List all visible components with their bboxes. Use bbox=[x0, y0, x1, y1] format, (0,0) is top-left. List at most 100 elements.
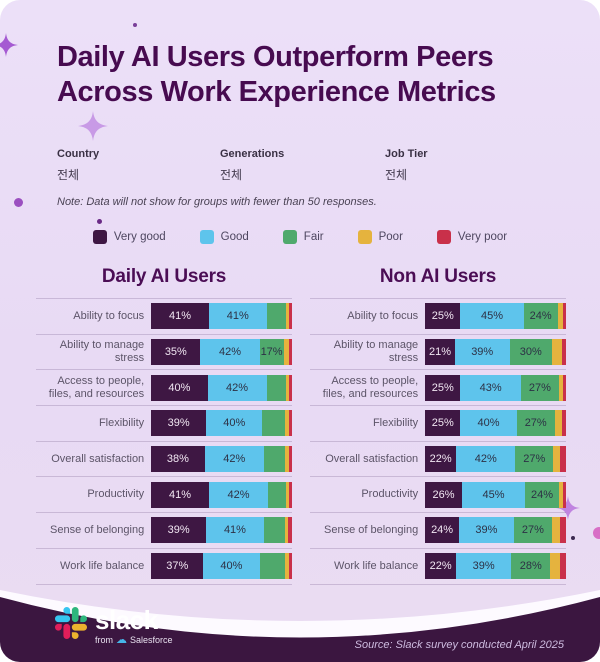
stacked-bar[interactable]: 25% 45% 24% bbox=[425, 303, 566, 330]
bar-segment-fair[interactable]: 27% bbox=[516, 410, 555, 437]
bar-segment-very-good[interactable]: 41% bbox=[151, 481, 209, 508]
bar-segment-fair[interactable]: 27% bbox=[515, 446, 554, 473]
filter-country[interactable]: Country 전체 bbox=[57, 148, 220, 183]
bar-segment-fair[interactable]: 24% bbox=[523, 303, 558, 330]
bar-segment-very-poor[interactable] bbox=[561, 410, 566, 437]
bar-segment-very-good[interactable]: 25% bbox=[425, 374, 461, 401]
stacked-bar[interactable]: 40% 42% bbox=[151, 374, 292, 401]
bar-segment-good[interactable]: 42% bbox=[204, 446, 264, 473]
stacked-bar[interactable]: 41% 42% bbox=[151, 481, 292, 508]
stacked-bar[interactable]: 41% 41% bbox=[151, 303, 292, 330]
stacked-bar[interactable]: 35% 42% 17% bbox=[151, 339, 292, 366]
stacked-bar[interactable]: 22% 39% 28% bbox=[425, 553, 566, 580]
stacked-bar[interactable]: 25% 43% 27% bbox=[425, 374, 566, 401]
bar-segment-very-poor[interactable] bbox=[563, 374, 566, 401]
bar-segment-fair[interactable]: 24% bbox=[525, 481, 559, 508]
stacked-bar[interactable]: 21% 39% 30% bbox=[425, 339, 566, 366]
bar-segment-good[interactable]: 41% bbox=[208, 303, 267, 330]
bar-segment-good[interactable]: 40% bbox=[460, 410, 517, 437]
bar-segment-poor[interactable] bbox=[286, 481, 290, 508]
stacked-bar[interactable]: 38% 42% bbox=[151, 446, 292, 473]
bar-segment-poor[interactable] bbox=[286, 303, 290, 330]
bar-segment-good[interactable]: 41% bbox=[206, 517, 264, 544]
bar-segment-very-poor[interactable] bbox=[287, 517, 292, 544]
bar-segment-very-good[interactable]: 40% bbox=[151, 374, 208, 401]
bar-segment-very-good[interactable]: 21% bbox=[425, 339, 455, 366]
bar-segment-poor[interactable] bbox=[284, 553, 290, 580]
stacked-bar[interactable]: 37% 40% bbox=[151, 553, 292, 580]
filter-value[interactable]: 전체 bbox=[385, 168, 408, 182]
bar-segment-poor[interactable] bbox=[558, 374, 564, 401]
bar-segment-good[interactable]: 45% bbox=[460, 303, 524, 330]
bar-segment-very-poor[interactable] bbox=[561, 339, 566, 366]
bar-segment-very-good[interactable]: 25% bbox=[425, 303, 461, 330]
filter-generations[interactable]: Generations 전체 bbox=[220, 148, 385, 183]
bar-segment-poor[interactable] bbox=[551, 517, 561, 544]
bar-segment-poor[interactable] bbox=[284, 446, 290, 473]
bar-segment-fair[interactable] bbox=[263, 517, 285, 544]
bar-segment-very-good[interactable]: 39% bbox=[151, 517, 207, 544]
stacked-bar[interactable]: 26% 45% 24% bbox=[425, 481, 566, 508]
bar-segment-good[interactable]: 45% bbox=[461, 481, 526, 508]
bar-segment-very-poor[interactable] bbox=[563, 481, 566, 508]
bar-segment-very-poor[interactable] bbox=[289, 303, 292, 330]
bar-segment-very-good[interactable]: 38% bbox=[151, 446, 205, 473]
bar-segment-very-good[interactable]: 25% bbox=[425, 410, 461, 437]
filter-value[interactable]: 전체 bbox=[220, 168, 243, 182]
bar-segment-good[interactable]: 39% bbox=[456, 553, 512, 580]
bar-segment-poor[interactable] bbox=[558, 481, 564, 508]
bar-segment-very-poor[interactable] bbox=[560, 517, 566, 544]
bar-segment-very-good[interactable]: 26% bbox=[425, 481, 462, 508]
bar-segment-good[interactable]: 40% bbox=[206, 410, 263, 437]
bar-segment-poor[interactable] bbox=[284, 517, 288, 544]
bar-segment-fair[interactable] bbox=[268, 481, 287, 508]
bar-segment-poor[interactable] bbox=[554, 410, 562, 437]
bar-segment-very-poor[interactable] bbox=[289, 553, 292, 580]
stacked-bar[interactable]: 24% 39% 27% bbox=[425, 517, 566, 544]
bar-segment-poor[interactable] bbox=[553, 446, 561, 473]
bar-segment-poor[interactable] bbox=[284, 410, 290, 437]
bar-segment-good[interactable]: 40% bbox=[203, 553, 260, 580]
bar-segment-good[interactable]: 42% bbox=[200, 339, 260, 366]
bar-segment-very-good[interactable]: 22% bbox=[425, 553, 457, 580]
bar-segment-poor[interactable] bbox=[551, 339, 562, 366]
bar-segment-very-poor[interactable] bbox=[289, 410, 292, 437]
bar-segment-fair[interactable] bbox=[263, 446, 285, 473]
bar-segment-very-poor[interactable] bbox=[289, 481, 292, 508]
bar-segment-very-poor[interactable] bbox=[289, 374, 292, 401]
bar-segment-poor[interactable] bbox=[550, 553, 561, 580]
bar-segment-very-good[interactable]: 24% bbox=[425, 517, 459, 544]
bar-segment-fair[interactable]: 28% bbox=[511, 553, 551, 580]
filter-value[interactable]: 전체 bbox=[57, 168, 80, 182]
bar-segment-fair[interactable] bbox=[266, 303, 287, 330]
stacked-bar[interactable]: 39% 41% bbox=[151, 517, 292, 544]
bar-segment-good[interactable]: 42% bbox=[207, 374, 267, 401]
bar-segment-fair[interactable]: 17% bbox=[259, 339, 284, 366]
bar-segment-very-good[interactable]: 22% bbox=[425, 446, 457, 473]
bar-segment-fair[interactable] bbox=[262, 410, 285, 437]
filter-job-tier[interactable]: Job Tier 전체 bbox=[385, 148, 548, 183]
bar-segment-poor[interactable] bbox=[557, 303, 564, 330]
stacked-bar[interactable]: 22% 42% 27% bbox=[425, 446, 566, 473]
bar-segment-very-poor[interactable] bbox=[289, 339, 292, 366]
bar-segment-good[interactable]: 42% bbox=[208, 481, 269, 508]
bar-segment-good[interactable]: 39% bbox=[458, 517, 514, 544]
bar-segment-fair[interactable]: 27% bbox=[513, 517, 552, 544]
bar-segment-fair[interactable]: 30% bbox=[509, 339, 552, 366]
bar-segment-fair[interactable] bbox=[259, 553, 285, 580]
bar-segment-very-poor[interactable] bbox=[560, 446, 566, 473]
bar-segment-very-poor[interactable] bbox=[563, 303, 566, 330]
bar-segment-very-poor[interactable] bbox=[289, 446, 292, 473]
bar-segment-very-poor[interactable] bbox=[560, 553, 566, 580]
bar-segment-fair[interactable] bbox=[266, 374, 287, 401]
stacked-bar[interactable]: 39% 40% bbox=[151, 410, 292, 437]
bar-segment-very-good[interactable]: 37% bbox=[151, 553, 204, 580]
bar-segment-poor[interactable] bbox=[283, 339, 290, 366]
bar-segment-fair[interactable]: 27% bbox=[520, 374, 559, 401]
stacked-bar[interactable]: 25% 40% 27% bbox=[425, 410, 566, 437]
bar-segment-very-good[interactable]: 39% bbox=[151, 410, 207, 437]
bar-segment-good[interactable]: 39% bbox=[454, 339, 510, 366]
bar-segment-very-good[interactable]: 35% bbox=[151, 339, 201, 366]
bar-segment-poor[interactable] bbox=[286, 374, 290, 401]
bar-segment-good[interactable]: 43% bbox=[460, 374, 521, 401]
